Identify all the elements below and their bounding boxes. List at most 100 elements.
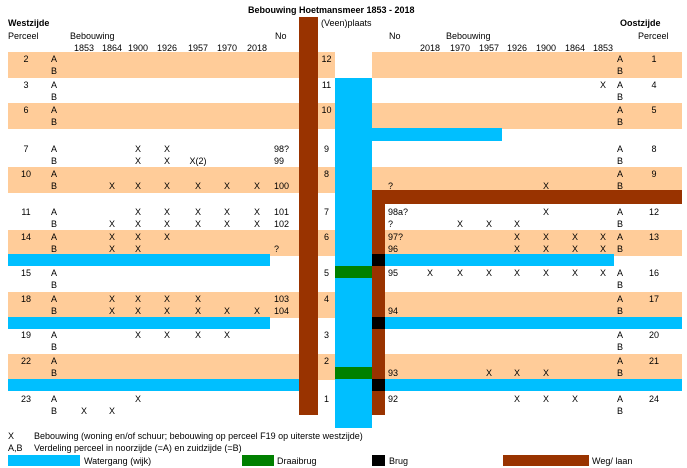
west-building-mark: X [253,181,260,191]
west-building-mark: X [134,144,141,154]
east-parcel-band [372,167,682,193]
west-house-number: 100 [274,181,290,191]
east-house-number: 96 [388,244,399,254]
west-building-mark: X [163,330,170,340]
west-perceel-number: 2 [23,54,29,64]
east-house-number: 98a? [388,207,409,217]
west-parcel-band [8,167,299,193]
east-building-mark: X [456,219,463,229]
east-building-mark: X [513,268,520,278]
east-year-header: 1970 [449,43,471,53]
east-ditch-row11 [372,379,682,391]
east-subparcel-b: B [617,156,624,166]
west-building-mark: X [108,219,115,229]
east-house-number: 92 [388,394,399,404]
east-building-mark: X [426,268,433,278]
east-parcel-band [372,292,682,318]
west-ditch-row7 [8,254,270,266]
east-subparcel-b: B [617,244,624,254]
west-year-header: 1853 [73,43,95,53]
plaats-parcel-band [318,167,335,193]
west-building-mark: X [80,406,87,416]
east-year-header: 2018 [419,43,441,53]
plaats-number: 3 [323,330,329,340]
plaats-number: 12 [321,54,332,64]
east-subparcel-b: B [617,219,624,229]
east-subparcel-b: B [617,66,624,76]
east-perceel-number: 20 [648,330,659,340]
west-building-mark: X [163,294,170,304]
east-building-mark: X [571,232,578,242]
west-building-mark: X [163,219,170,229]
east-perceel-number: 12 [648,207,659,217]
east-subparcel-a: A [617,232,624,242]
legend-brug-swatch [372,455,385,466]
west-building-mark: X [223,219,230,229]
plaats-number: 7 [323,207,329,217]
east-building-mark: X [599,244,606,254]
west-perceel-number: 10 [20,169,31,179]
plaats-number: 8 [323,169,329,179]
west-subparcel-a: A [51,356,58,366]
east-subparcel-b: B [617,280,624,290]
west-building-mark: X [134,330,141,340]
bridge-4 [372,317,385,329]
east-building-mark: X [542,368,549,378]
west-heading: Westzijde [8,18,50,28]
west-building-mark: X [163,144,170,154]
west-year-header: 1864 [101,43,123,53]
east-year-header: 1957 [478,43,500,53]
east-lane [385,190,682,204]
west-house-number: ? [274,244,280,254]
east-subparcel-a: A [617,330,624,340]
east-building-mark: X [513,244,520,254]
east-ditch-row9 [372,317,682,329]
west-year-header: 1970 [216,43,238,53]
west-ditch-row9 [8,317,270,329]
west-building-mark: X [108,406,115,416]
plaats-number: 2 [323,356,329,366]
east-building-mark: X [542,207,549,217]
west-subparcel-b: B [51,92,58,102]
east-perceel-number: 9 [651,169,657,179]
east-house-number: ? [388,181,394,191]
east-building-mark: X [542,181,549,191]
east-perceel-number: 5 [651,105,657,115]
west-subparcel-a: A [51,54,58,64]
west-subparcel-b: B [51,244,58,254]
east-year-header: 1926 [506,43,528,53]
west-building-mark: X [223,181,230,191]
east-bebouwing-label: Bebouwing [446,31,491,41]
west-subparcel-b: B [51,280,58,290]
east-building-mark: X [542,232,549,242]
west-subparcel-a: A [51,169,58,179]
west-road [299,17,318,415]
plaats-number: 6 [323,232,329,242]
west-building-mark: X [194,330,201,340]
east-building-mark: X [599,268,606,278]
east-house-number: 97? [388,232,404,242]
east-perceel-number: 16 [648,268,659,278]
plaats-parcel-band [318,292,335,318]
east-building-mark: X [485,368,492,378]
west-house-number: 104 [274,306,290,316]
legend-x-symbol: X [8,431,15,441]
east-building-mark: X [542,244,549,254]
east-building-mark: X [513,368,520,378]
west-building-mark: X [194,294,201,304]
plaats-parcel-band [318,103,335,129]
west-building-mark: X [134,232,141,242]
east-building-mark: X [571,268,578,278]
legend-brug-label: Brug [389,456,409,466]
west-building-mark: X [134,306,141,316]
east-parcel-band [372,354,682,380]
east-perceel-number: 4 [651,80,657,90]
east-perceel-number: 17 [648,294,659,304]
plaats-parcel-band [318,354,335,380]
east-year-header: 1864 [564,43,586,53]
east-subparcel-a: A [617,268,624,278]
west-building-mark: X [134,156,141,166]
west-subparcel-a: A [51,330,58,340]
west-building-mark: X [134,394,141,404]
swing-bridge-2 [335,367,372,379]
